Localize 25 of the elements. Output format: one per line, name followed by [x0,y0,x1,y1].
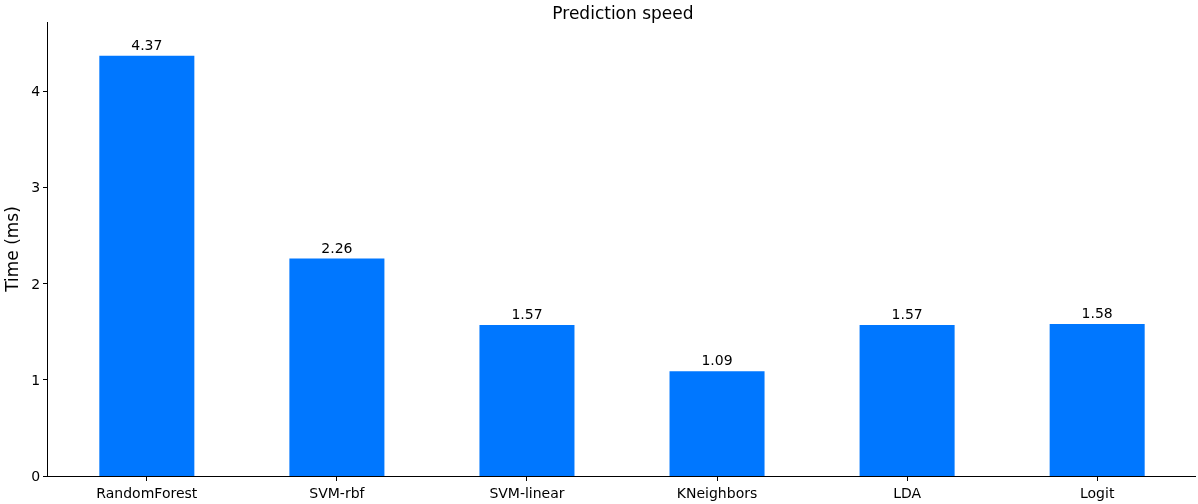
data-label: 1.58 [1081,305,1113,322]
bar [669,371,765,476]
bar [289,258,385,476]
data-label: 1.57 [891,305,923,322]
x-tick-label: RandomForest [96,484,198,501]
x-tick-label: Logit [1079,484,1115,501]
y-tick-label: 1 [31,371,41,388]
data-label: 1.09 [701,352,733,369]
data-label: 2.26 [321,239,353,256]
x-tick-label: SVM-linear [489,484,565,501]
y-tick-label: 3 [31,179,41,196]
y-tick-label: 0 [31,467,41,484]
bar [99,55,195,476]
bar [1049,324,1145,476]
x-tick-label: SVM-rbf [309,484,366,501]
data-label: 1.57 [511,305,543,322]
x-tick-label: KNeighbors [676,484,758,501]
y-tick-label: 2 [31,275,41,292]
data-label: 4.37 [131,36,163,53]
bar [479,324,575,476]
x-tick-label: LDA [893,484,922,501]
y-tick-label: 4 [31,83,41,100]
y-axis-title: Time (ms) [1,206,22,293]
bar [859,324,955,476]
chart-title: Prediction speed [552,3,694,24]
